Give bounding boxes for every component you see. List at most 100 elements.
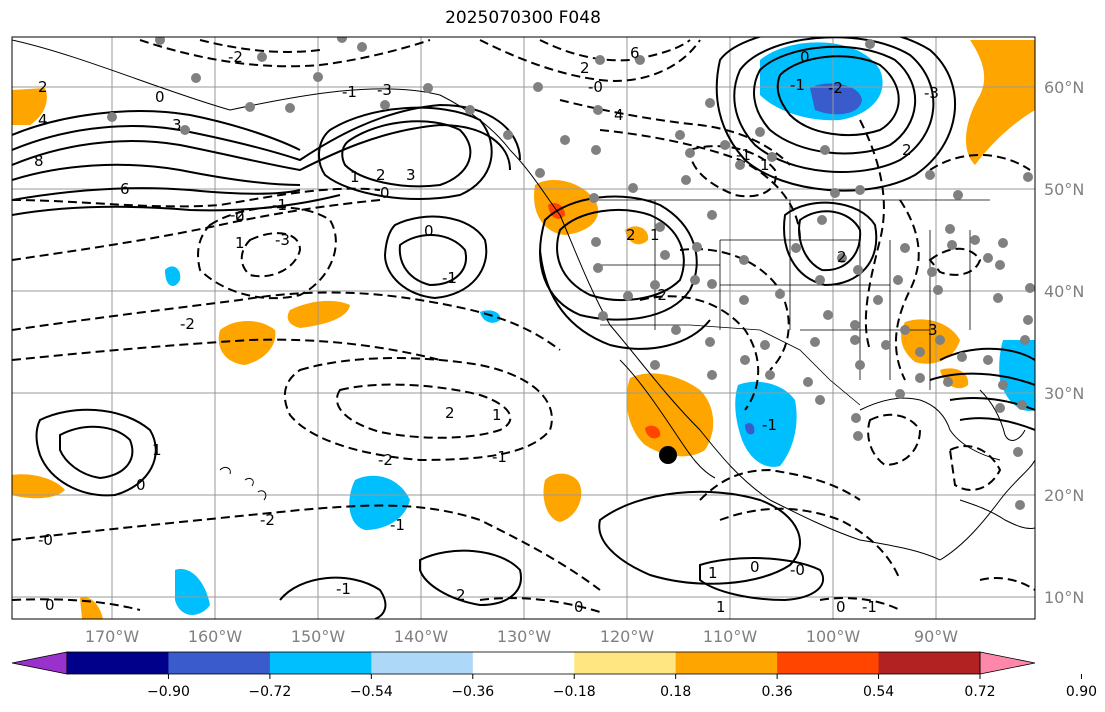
- graticule: [12, 37, 1035, 619]
- positive-contours: [12, 37, 1035, 619]
- contour-label: -0: [790, 561, 805, 579]
- colorbar-segment: [472, 652, 575, 674]
- colorbar-segment: [269, 652, 372, 674]
- contour-label: -2: [228, 48, 243, 66]
- colorbar-segment: [574, 652, 677, 674]
- contour-label: 4: [38, 111, 48, 129]
- colorbar-tick-label: −0.36: [451, 684, 494, 700]
- lon-tick: 100°W: [806, 627, 861, 646]
- colorbar-ticks: −0.90 −0.72 −0.54 −0.36 −0.18 0.18 0.36 0.54 0.7…: [147, 674, 1097, 700]
- contour-label: 6: [120, 180, 130, 198]
- contour-label: 3: [406, 166, 416, 184]
- contour-label: -2: [652, 286, 667, 304]
- contour-label: -1: [272, 196, 287, 214]
- contour-label: 0: [750, 558, 760, 576]
- contour-label: 1: [716, 598, 726, 616]
- contour-label: 0: [155, 88, 165, 106]
- contour-label: -1: [342, 83, 357, 101]
- contour-label: 1: [650, 226, 660, 244]
- contour-label: -1: [790, 76, 805, 94]
- contour-label: 1: [350, 168, 360, 186]
- colorbar: [11, 651, 1036, 675]
- contour-label: 1: [760, 156, 770, 174]
- colorbar-tick-label: 0.72: [964, 684, 995, 700]
- colorbar-tick-label: −0.18: [553, 684, 596, 700]
- shaded-anomalies: [12, 40, 1035, 619]
- contour-label: 1: [708, 564, 718, 582]
- contour-label: -1: [492, 448, 507, 466]
- colorbar-segment: [878, 652, 981, 674]
- contour-label: 2: [626, 226, 636, 244]
- contour-label: 2: [445, 404, 455, 422]
- lat-tick: 40°N: [1044, 282, 1084, 301]
- colorbar-segment: [67, 652, 169, 674]
- contour-label: -1: [390, 516, 405, 534]
- station-markers: [107, 37, 1035, 510]
- colorbar-segment: [675, 652, 778, 674]
- lat-tick: 20°N: [1044, 486, 1084, 505]
- contour-label: 1: [152, 441, 162, 459]
- map-border: [11, 36, 1036, 620]
- colorbar-tick-label: 0.36: [762, 684, 793, 700]
- colorbar-tick-label: −0.54: [350, 684, 393, 700]
- lon-tick: 130°W: [497, 627, 552, 646]
- contour-label: 3: [172, 116, 182, 134]
- lon-tick: 140°W: [394, 627, 449, 646]
- lon-tick: 120°W: [600, 627, 655, 646]
- chart-title: 2025070300 F048: [445, 8, 601, 28]
- lon-tick: 170°W: [85, 627, 140, 646]
- contour-label: 1: [492, 406, 502, 424]
- contour-label: -1: [736, 146, 751, 164]
- contour-label: -1: [442, 269, 457, 287]
- colorbar-tick-label: 0.90: [1066, 684, 1097, 700]
- contour-label: 0: [574, 598, 584, 616]
- contour-label: 2: [456, 586, 466, 604]
- contour-label: 8: [34, 152, 44, 170]
- colorbar-tick-label: 0.54: [863, 684, 894, 700]
- contour-label: 0: [45, 596, 55, 614]
- colorbar-tick-label: −0.72: [248, 684, 291, 700]
- contour-label: 0: [836, 598, 846, 616]
- lon-tick: 90°W: [914, 627, 958, 646]
- contour-label: 2: [376, 166, 386, 184]
- colorbar-segment: [168, 652, 271, 674]
- contour-label: 0: [424, 222, 434, 240]
- contour-label: -2: [230, 206, 245, 224]
- colorbar-extend-max: [979, 651, 1036, 675]
- contour-label: -0: [38, 531, 53, 549]
- negative-contours: [12, 39, 1035, 613]
- contour-label: -2: [828, 79, 843, 97]
- lon-tick: 110°W: [703, 627, 758, 646]
- political-borders: [590, 199, 990, 406]
- contour-label: 2: [580, 59, 590, 77]
- longitude-ticks: 170°W 160°W 150°W 140°W 130°W 120°W 110°…: [85, 627, 958, 646]
- lat-tick: 50°N: [1044, 180, 1084, 199]
- colorbar-tick-label: 0.18: [660, 684, 691, 700]
- contour-label: -3: [377, 81, 392, 99]
- lon-tick: 160°W: [188, 627, 243, 646]
- contour-label: 0: [136, 476, 146, 494]
- lat-tick: 60°N: [1044, 78, 1084, 97]
- contour-label: -2: [260, 511, 275, 529]
- colorbar-tick-label: −0.90: [147, 684, 190, 700]
- contour-label: -0: [588, 78, 603, 96]
- contour-label: -2: [378, 451, 393, 469]
- contour-label: -3: [924, 84, 939, 102]
- colorbar-outline: [66, 651, 981, 675]
- contour-label: -3: [275, 231, 290, 249]
- latitude-ticks: 60°N 50°N 40°N 30°N 20°N 10°N: [1044, 78, 1084, 607]
- lon-tick: 150°W: [291, 627, 346, 646]
- contour-label: 2: [38, 78, 48, 96]
- contour-label: -2: [180, 315, 195, 333]
- contour-label: 3: [928, 321, 938, 339]
- contour-label: 2: [837, 248, 847, 266]
- contour-label: 6: [630, 44, 640, 62]
- lat-tick: 30°N: [1044, 384, 1084, 403]
- lat-tick: 10°N: [1044, 588, 1084, 607]
- contour-label: 1: [235, 234, 245, 252]
- contour-label: 0: [800, 48, 810, 66]
- colorbar-segment: [371, 652, 474, 674]
- colorbar-segment: [777, 652, 880, 674]
